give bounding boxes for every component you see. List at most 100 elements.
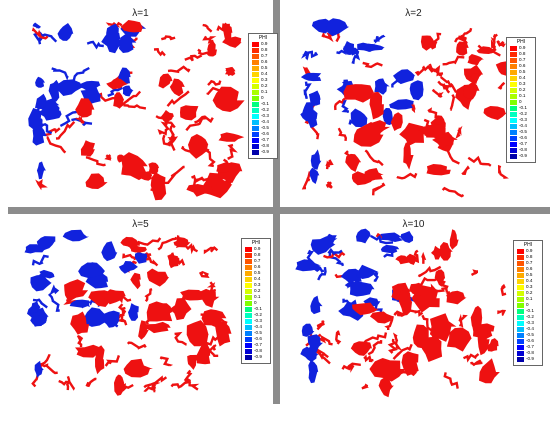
colorbar-entry: -0.1 xyxy=(510,105,534,111)
negative-phase-region xyxy=(35,76,45,88)
colorbar-swatch xyxy=(252,72,259,77)
colorbar-entry: 0.8 xyxy=(517,254,541,260)
colorbar-entry: 0.2 xyxy=(252,83,276,89)
colorbar-entry: 0.9 xyxy=(510,45,534,51)
positive-phase-channel xyxy=(337,127,348,142)
colorbar-entry: 0.1 xyxy=(517,296,541,302)
negative-phase-region xyxy=(349,281,375,297)
negative-phase-region xyxy=(36,236,56,251)
positive-phase-region xyxy=(449,229,459,250)
colorbar-label: 0.6 xyxy=(519,63,526,68)
colorbar-label: -0.8 xyxy=(519,147,527,152)
negative-phase-channel xyxy=(370,271,379,282)
colorbar-label: 0.9 xyxy=(519,45,526,50)
positive-phase-channel xyxy=(439,279,449,293)
positive-phase-region xyxy=(186,184,214,197)
colorbar-label: 0.3 xyxy=(519,81,526,86)
colorbar-entry: -0.1 xyxy=(517,308,541,314)
colorbar-swatch xyxy=(517,345,524,350)
positive-phase-channel xyxy=(206,281,217,294)
positive-phase-region xyxy=(345,153,362,172)
colorbar-swatch xyxy=(252,66,259,71)
colorbar-label: -0.6 xyxy=(526,338,534,343)
positive-phase-channel xyxy=(85,156,106,167)
positive-phase-region xyxy=(401,351,419,376)
negative-phase-channel xyxy=(107,86,123,98)
negative-phase-channel xyxy=(327,247,343,256)
colorbar-label: 0 xyxy=(526,302,529,307)
positive-phase-channel xyxy=(35,179,48,191)
positive-phase-channel xyxy=(123,104,147,110)
negative-phase-region xyxy=(76,80,101,91)
negative-phase-region xyxy=(101,241,118,262)
colorbar-label: 0.7 xyxy=(261,53,268,58)
colorbar-entry: -0.3 xyxy=(510,117,534,123)
positive-phase-channel xyxy=(449,94,456,112)
colorbar-label: 0.3 xyxy=(261,77,268,82)
colorbar-label: -0.5 xyxy=(261,125,269,130)
positive-phase-region xyxy=(369,358,406,382)
positive-phase-channel xyxy=(39,362,58,375)
positive-phase-channel xyxy=(194,115,214,124)
positive-phase-region xyxy=(106,78,129,90)
colorbar-entry: -0.8 xyxy=(245,348,269,354)
colorbar-label: -0.5 xyxy=(519,129,527,134)
positive-phase-channel xyxy=(417,265,442,278)
negative-phase-region xyxy=(62,229,89,242)
positive-phase-channel xyxy=(443,372,459,389)
positive-phase-channel xyxy=(164,165,185,185)
positive-phase-channel xyxy=(384,316,394,330)
negative-phase-channel xyxy=(342,298,357,307)
negative-phase-channel xyxy=(86,40,104,50)
positive-phase-region xyxy=(479,358,500,384)
positive-phase-channel xyxy=(500,283,507,297)
positive-phase-region xyxy=(446,327,472,352)
positive-phase-channel xyxy=(396,172,418,180)
colorbar-label: -0.1 xyxy=(261,101,269,106)
colorbar-swatch xyxy=(517,273,524,278)
phase-field-plot xyxy=(28,20,245,201)
colorbar-swatch xyxy=(517,339,524,344)
colorbar-entry: 0.8 xyxy=(245,252,269,258)
positive-phase-channel xyxy=(427,107,438,119)
colorbar-entry: -0.4 xyxy=(245,324,269,330)
positive-phase-region xyxy=(222,22,233,42)
negative-phase-region xyxy=(356,228,371,244)
positive-phase-region xyxy=(113,92,125,109)
positive-phase-channel xyxy=(74,115,85,124)
negative-phase-region xyxy=(409,80,424,101)
negative-phase-region xyxy=(338,301,367,321)
colorbar-swatch xyxy=(517,285,524,290)
colorbar-entry: 0.1 xyxy=(245,294,269,300)
colorbar-entry: 0.7 xyxy=(510,57,534,63)
colorbar-swatch xyxy=(510,148,517,153)
positive-phase-region xyxy=(180,105,199,121)
negative-phase-region xyxy=(295,259,321,272)
colorbar-title: PHI xyxy=(523,242,533,248)
positive-phase-region xyxy=(399,122,426,146)
colorbar-entry: 0.6 xyxy=(245,264,269,270)
colorbar-swatch xyxy=(245,271,252,276)
negative-phase-region xyxy=(69,299,91,308)
negative-phase-region xyxy=(57,23,74,41)
colorbar-entry: 0.3 xyxy=(517,284,541,290)
negative-phase-region xyxy=(24,244,45,254)
colorbar-entry: -0.5 xyxy=(510,129,534,135)
colorbar-label: 0.1 xyxy=(261,89,268,94)
negative-phase-channel xyxy=(59,109,79,127)
colorbar-swatch xyxy=(517,267,524,272)
positive-phase-channel xyxy=(497,164,509,179)
colorbar-label: 0.7 xyxy=(254,258,261,263)
positive-phase-channel xyxy=(361,383,370,390)
panel-lambda-1: λ=1 PHI 0.9 0.8 0.7 0.6 0.5 0.4 0.3 0.2 0.1 0 -0.1… xyxy=(8,5,278,205)
colorbar-label: -0.1 xyxy=(519,105,527,110)
colorbar-swatch xyxy=(252,78,259,83)
colorbar-swatch xyxy=(517,297,524,302)
colorbar-entry: -0.9 xyxy=(245,354,269,360)
positive-phase-channel xyxy=(174,331,187,346)
colorbar-entry: 0.2 xyxy=(245,288,269,294)
positive-phase-channel xyxy=(157,121,170,136)
colorbar-swatch xyxy=(245,319,252,324)
colorbar-label: -0.3 xyxy=(519,117,527,122)
colorbar-entry: -0.3 xyxy=(517,320,541,326)
